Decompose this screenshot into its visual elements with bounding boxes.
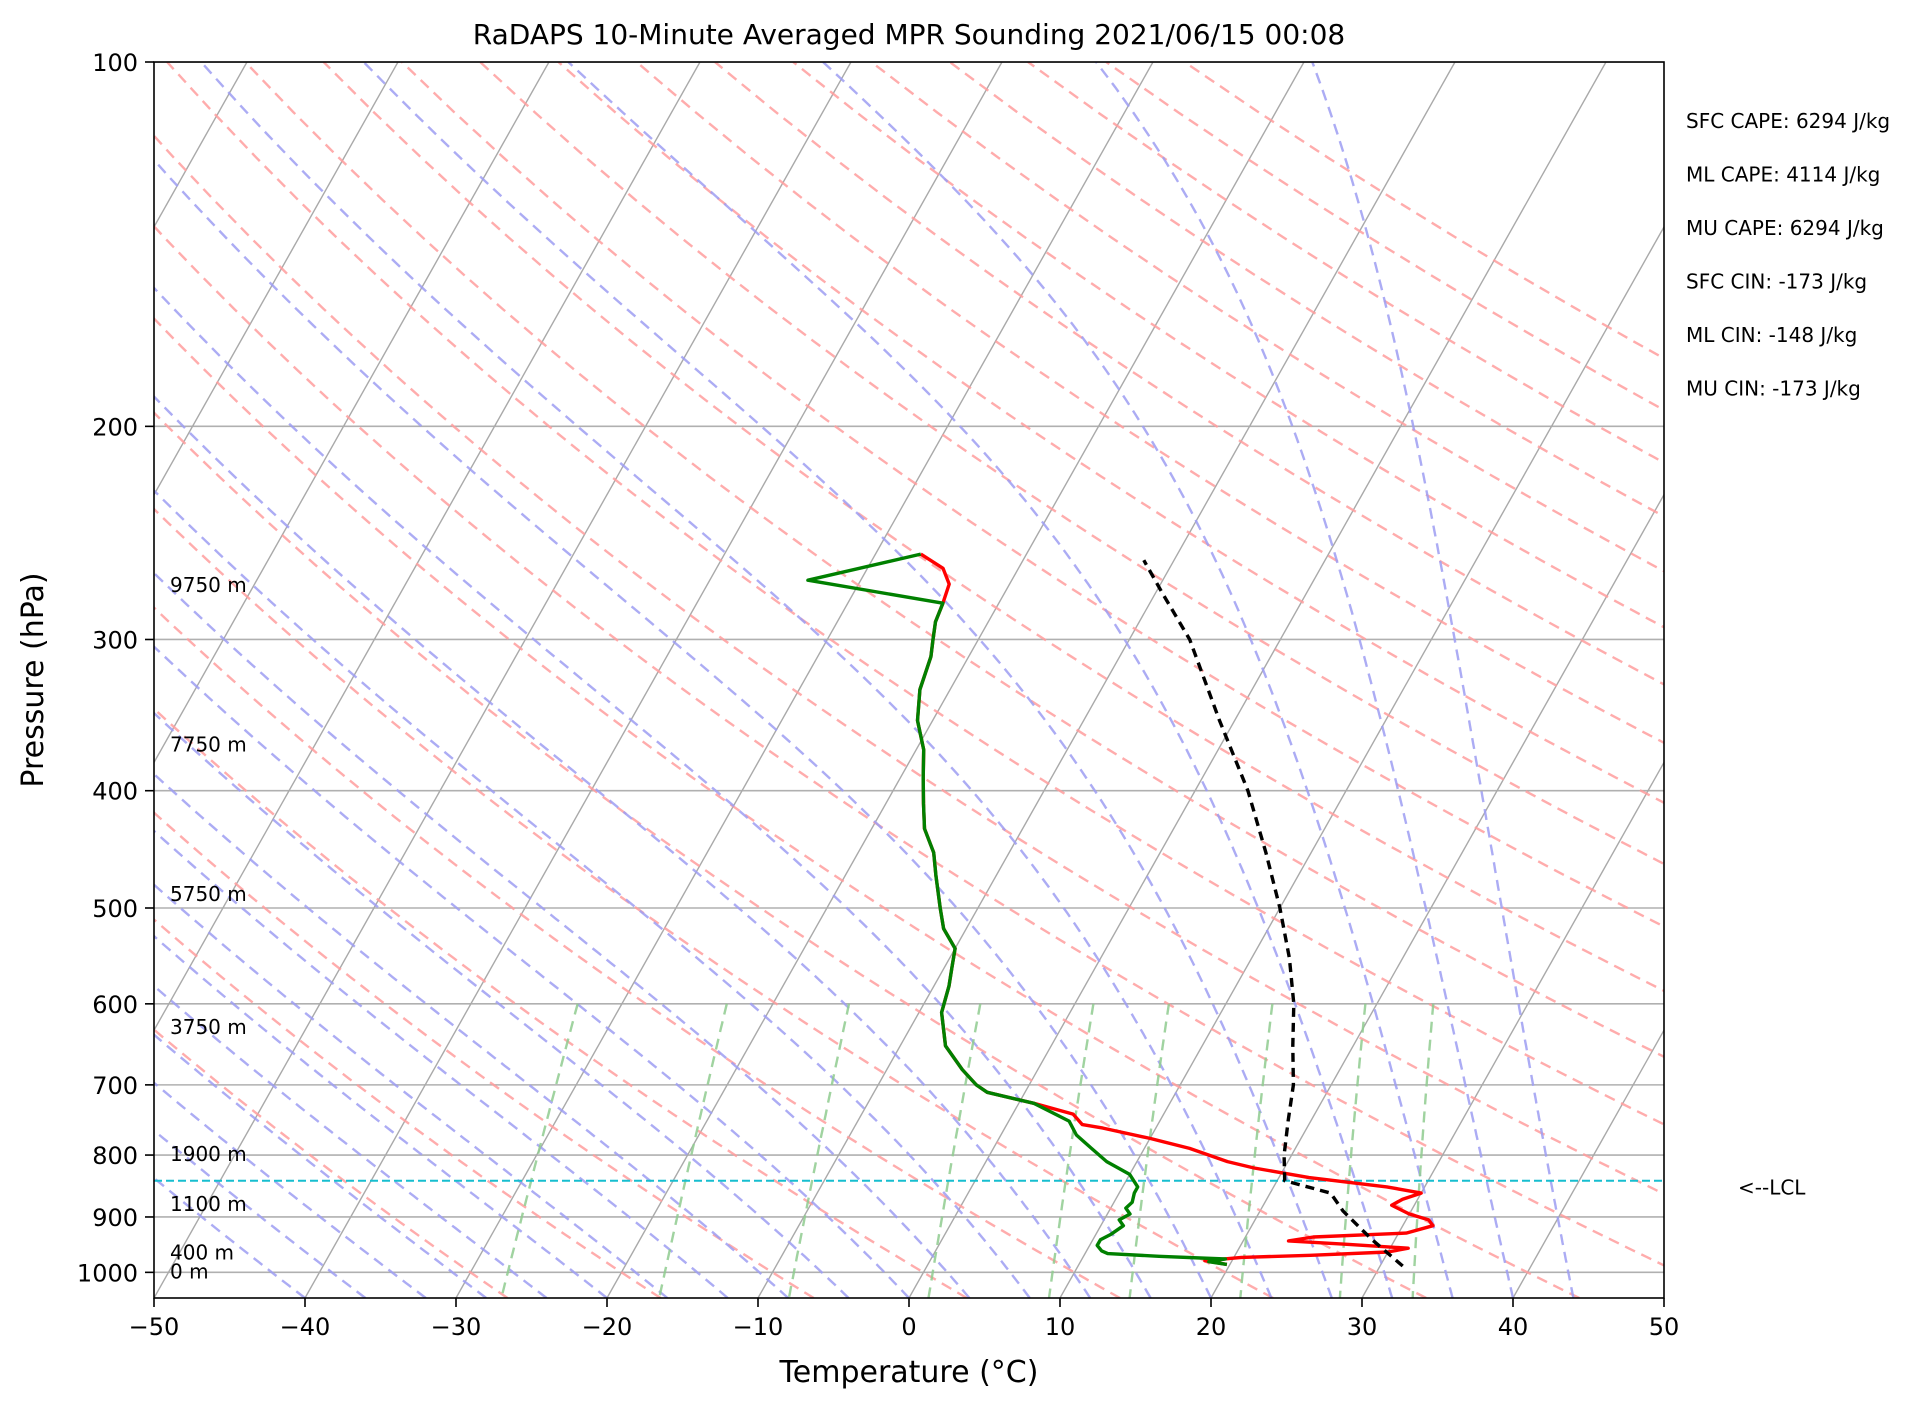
isotherm-line (606, 62, 1305, 1298)
moist-adiabat-line (154, 571, 971, 1298)
x-tick-label: 20 (1196, 1313, 1227, 1341)
height-label: 5750 m (170, 882, 247, 906)
stats-annotation: ML CIN: -148 J/kg (1686, 323, 1857, 347)
mixing-ratio-line (787, 1003, 851, 1298)
moist-adiabat-line (154, 883, 669, 1298)
x-tick-label: −50 (129, 1313, 180, 1341)
x-tick-label: −40 (280, 1313, 331, 1341)
height-label: 1900 m (170, 1142, 247, 1166)
axes: −50 −40 −30 −20 −10 0 10 20 30 40 50 100 200 300 400 50… (77, 49, 1679, 1341)
dry-adiabat-line (401, 62, 1664, 928)
isotherm-line (455, 62, 1154, 1298)
isotherm-line (304, 62, 1003, 1298)
height-label: 1100 m (170, 1192, 247, 1216)
x-tick-label: −20 (582, 1313, 633, 1341)
stats-annotation: MU CIN: -173 J/kg (1686, 377, 1861, 401)
moist-adiabat-line (154, 488, 1031, 1298)
mixing-ratio-line (1128, 1003, 1171, 1298)
y-tick-label: 800 (92, 1142, 138, 1170)
height-label: 7750 m (170, 732, 247, 756)
mixing-ratio-line (500, 1003, 579, 1298)
x-tick-label: 0 (901, 1313, 916, 1341)
moist-adiabat-line (154, 158, 1213, 1298)
dry-adiabat-line (714, 62, 1664, 686)
x-axis-label: Temperature (°C) (779, 1355, 1039, 1390)
dry-adiabat-line (154, 507, 1274, 1298)
moist-adiabat-line (822, 62, 1454, 1298)
dewpoint-profile (806, 552, 1228, 1267)
height-label: 0 m (170, 1259, 209, 1283)
x-tick-label: 10 (1045, 1313, 1076, 1341)
stats-annotations: SFC CAPE: 6294 J/kg ML CAPE: 4114 J/kg MU … (1686, 109, 1890, 1200)
lcl-label: <--LCL (1738, 1176, 1806, 1200)
x-tick-label: 50 (1649, 1313, 1680, 1341)
mixing-ratio-line (1411, 1003, 1435, 1298)
isotherm-line (154, 62, 701, 1032)
y-tick-label: 400 (92, 778, 138, 806)
moist-adiabat-line (154, 711, 850, 1298)
moist-adiabat-line (154, 829, 729, 1298)
stats-annotation: SFC CIN: -173 J/kg (1686, 270, 1867, 294)
dry-adiabat-line (244, 62, 1664, 1059)
stats-annotation: SFC CAPE: 6294 J/kg (1686, 109, 1890, 133)
isotherm-line (757, 62, 1456, 1298)
x-tick-label: −10 (733, 1313, 784, 1341)
dry-adiabat-line (154, 224, 1664, 1267)
x-tick-label: 40 (1498, 1313, 1529, 1341)
mixing-ratio-line (927, 1003, 982, 1298)
stats-annotation: ML CAPE: 4114 J/kg (1686, 163, 1880, 187)
mixing-ratio-line (657, 1003, 728, 1298)
y-tick-label: 700 (92, 1072, 138, 1100)
moist-adiabat-line (154, 394, 1092, 1298)
chart-title: RaDAPS 10-Minute Averaged MPR Sounding 2… (473, 18, 1345, 51)
moist-adiabat-line (567, 62, 1394, 1298)
dry-adiabat-line (154, 707, 968, 1298)
y-tick-label: 300 (92, 626, 138, 654)
isotherm-line (154, 62, 852, 1298)
isotherm-line (1361, 761, 1664, 1298)
dry-adiabat-line (154, 917, 662, 1298)
y-tick-label: 200 (92, 413, 138, 441)
y-tick-label: 600 (92, 991, 138, 1019)
moist-adiabat-line (1095, 62, 1515, 1298)
moist-adiabat-line (154, 286, 1152, 1298)
moist-adiabat-line (154, 934, 608, 1298)
isotherm-line (908, 62, 1607, 1298)
y-tick-label: 100 (92, 49, 138, 77)
mixing-ratio-line (1047, 1003, 1095, 1298)
stats-annotation: MU CAPE: 6294 J/kg (1686, 216, 1884, 240)
moist-adiabat-line (200, 62, 1273, 1298)
isotherm-line (1512, 1028, 1664, 1298)
y-tick-label: 900 (92, 1204, 138, 1232)
moist-adiabat-line (362, 62, 1333, 1298)
moist-adiabat-line (154, 772, 789, 1298)
y-tick-label: 1000 (77, 1259, 138, 1287)
y-tick-label: 500 (92, 895, 138, 923)
dry-adiabat-line (154, 134, 1664, 1196)
x-tick-label: −30 (431, 1313, 482, 1341)
dry-adiabat-line (557, 62, 1664, 805)
x-tick-label: 30 (1347, 1313, 1378, 1341)
dry-adiabat-line (154, 606, 1121, 1298)
mixing-ratio-line (1338, 1003, 1367, 1298)
height-label: 3750 m (170, 1015, 247, 1039)
height-label: 9750 m (170, 573, 247, 597)
isotherm-line (154, 62, 550, 764)
height-label: 400 m (170, 1241, 234, 1265)
dry-adiabat-line (154, 1028, 509, 1298)
parcel-profile (1142, 559, 1404, 1268)
dry-adiabat-line (792, 62, 1664, 629)
dry-adiabat-line (154, 411, 1427, 1298)
y-axis-label: Pressure (hPa) (16, 572, 51, 787)
dry-adiabat-line (166, 62, 1664, 1126)
